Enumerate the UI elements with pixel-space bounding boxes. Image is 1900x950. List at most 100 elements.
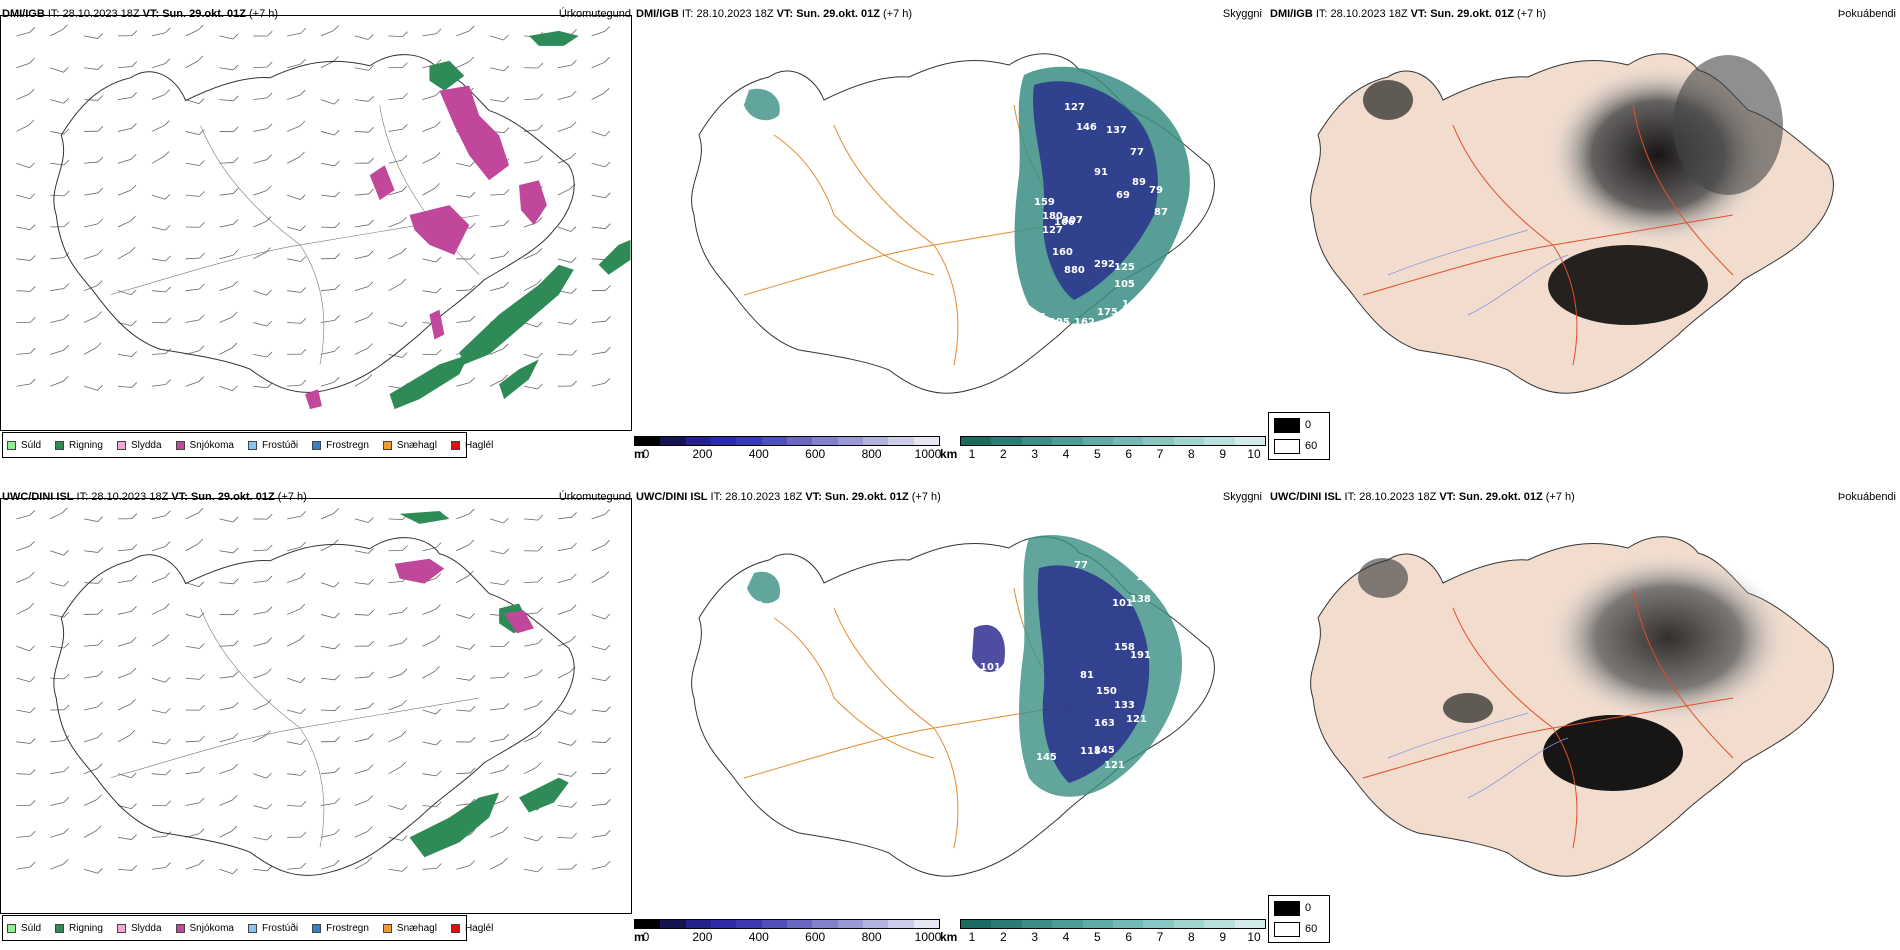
visibility-value-label: 121 (989, 700, 1010, 711)
wind-barb-flag (29, 510, 36, 516)
wind-barb-flag (30, 800, 36, 806)
wind-barb (50, 349, 64, 355)
cloud-base-unit: m (634, 447, 645, 461)
wind-barb (422, 868, 437, 870)
wind-barb-flag (266, 513, 273, 520)
legend-item: Rigning (55, 923, 103, 934)
wind-barb (50, 512, 63, 520)
wind-barb-flag (368, 219, 374, 226)
wind-barb (151, 156, 165, 164)
wind-barb (83, 830, 97, 838)
legend-item: Snæhagl (382, 440, 437, 451)
wind-barb (354, 582, 369, 585)
wind-barb-flag (503, 127, 510, 133)
wind-barb-flag (571, 511, 577, 518)
wind-barb-flag (199, 160, 205, 166)
wind-barb-flag (266, 61, 273, 68)
wind-barb-flag (164, 541, 171, 547)
wind-barb (354, 317, 368, 323)
fog-legend-min-label: 60 (1305, 923, 1318, 935)
panel-label: Þokuábendi (1837, 8, 1896, 20)
panel-uwc-visibility: UWC/DINI ISL IT: 28.10.2023 18Z VT: Sun.… (634, 483, 1266, 945)
wind-barb-flag (29, 378, 36, 385)
wind-barb-flag (334, 767, 341, 773)
wind-barb-flag (165, 317, 171, 324)
fog-map (1310, 536, 1834, 877)
wind-barb-flag (266, 123, 273, 130)
wind-barb (219, 737, 234, 743)
wind-barb-flag (130, 667, 137, 674)
wind-barb (151, 639, 165, 647)
wind-barb-flag (300, 708, 306, 714)
wind-barb (591, 162, 606, 168)
wind-barb (354, 738, 369, 743)
wind-barb-flag (164, 120, 170, 126)
colorbar-tick-label: 4 (1062, 447, 1070, 461)
legend-item: Rigning (55, 440, 103, 451)
wind-barb (388, 735, 402, 743)
wind-barb (185, 771, 200, 775)
wind-barb (253, 385, 268, 389)
wind-barb-flag (97, 639, 104, 646)
wind-barb-flag (435, 287, 442, 294)
wind-barb-flag (334, 284, 341, 290)
wind-barb-flag (163, 634, 170, 640)
wind-barb-flag (367, 343, 373, 349)
wind-barb (151, 741, 166, 745)
fog-legend-max-label: 0 (1305, 902, 1312, 914)
wind-barb (219, 99, 234, 102)
wind-barb-flag (233, 671, 239, 677)
wind-barb-flag (334, 798, 340, 804)
wind-barb-flag (63, 128, 70, 135)
wind-barb-flag (333, 56, 339, 62)
colorbar-tick-label: 5 (1093, 447, 1101, 461)
wind-barb (185, 29, 199, 37)
wind-barb-flag (503, 764, 509, 771)
wind-barb-flag (334, 828, 340, 835)
wind-barb-flag (131, 351, 137, 357)
wind-barb (16, 290, 31, 292)
wind-barb (523, 160, 538, 164)
wind-barb-flag (366, 857, 373, 863)
wind-barb-flag (266, 637, 273, 643)
wind-barb (422, 640, 436, 647)
visibility-value-label: 163 (1122, 299, 1143, 310)
wind-barb (354, 769, 369, 775)
wind-barb (388, 128, 403, 132)
fog-legend-min-swatch (1274, 922, 1300, 937)
wind-barb (185, 802, 200, 806)
wind-barb-flag (402, 607, 408, 613)
wind-barb (456, 544, 470, 552)
wind-barb (591, 382, 606, 387)
legend-item: Haglél (450, 923, 493, 934)
wind-barb (456, 575, 469, 583)
wind-barb (422, 290, 437, 294)
wind-barb-flag (368, 640, 375, 647)
wind-barb-flag (570, 709, 577, 715)
wind-barb (117, 672, 132, 679)
legend-item: Súld (7, 440, 41, 451)
wind-barb-flag (97, 732, 103, 739)
wind-barb-flag (29, 57, 35, 64)
wind-barb (117, 549, 132, 552)
wind-barb (422, 805, 437, 808)
wind-barb-flag (266, 834, 273, 841)
colorbar-tick-label: 6 (1125, 930, 1132, 944)
wind-barb (16, 741, 31, 744)
wind-barb-flag (536, 731, 543, 737)
wind-barb (84, 582, 99, 584)
wind-barb (117, 251, 131, 260)
wind-barb (50, 318, 64, 323)
wind-barb (16, 773, 31, 775)
wind-barb-flag (502, 857, 508, 864)
wind-barb-flag (469, 222, 476, 229)
wind-barb-flag (571, 28, 577, 35)
wind-barb-flag (400, 730, 407, 737)
wind-barb-flag (605, 706, 611, 712)
wind-barb-flag (334, 736, 341, 742)
wind-barb (557, 709, 572, 715)
colorbar-tick-label: 1 (968, 930, 976, 944)
visibility-value-label: 12 (749, 600, 763, 611)
wind-barb (117, 641, 132, 647)
wind-barb (219, 67, 234, 71)
